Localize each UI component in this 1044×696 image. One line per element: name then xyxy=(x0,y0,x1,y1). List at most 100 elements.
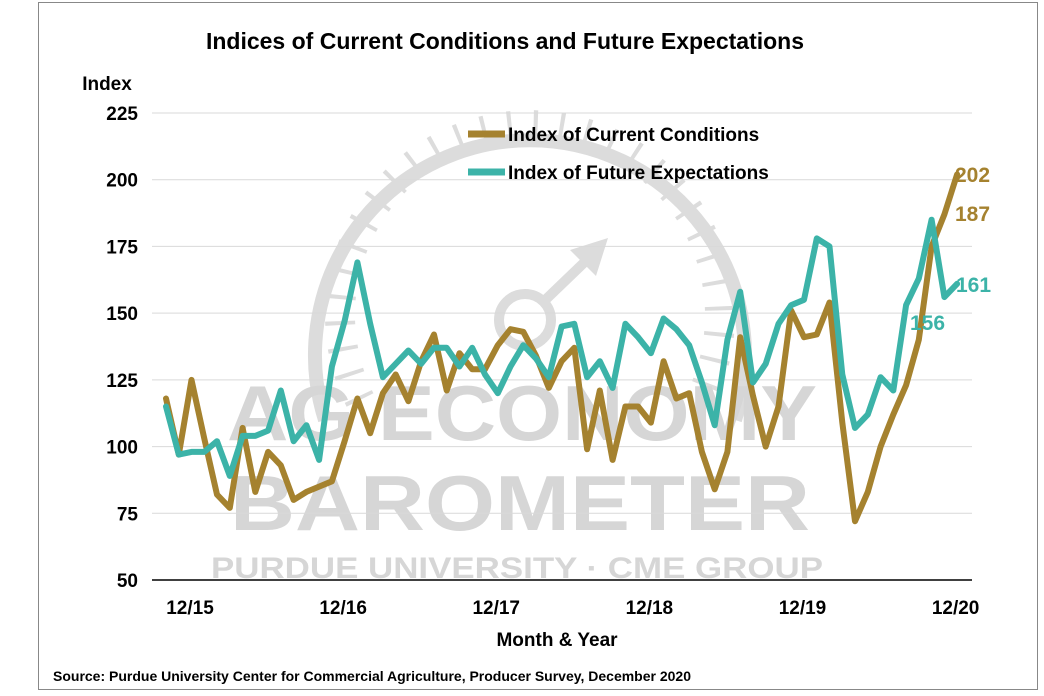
data-point xyxy=(776,405,780,409)
x-tick-label: 12/16 xyxy=(319,598,367,619)
data-point xyxy=(955,282,959,286)
data-point xyxy=(190,378,194,382)
legend-label-future: Index of Future Expectations xyxy=(508,163,769,184)
data-point xyxy=(406,399,410,403)
data-point xyxy=(649,351,653,355)
data-point xyxy=(164,397,168,401)
data-point xyxy=(955,172,959,176)
y-tick-label: 175 xyxy=(106,237,138,258)
data-point xyxy=(432,332,436,336)
data-point xyxy=(598,389,602,393)
x-tick-label: 12/19 xyxy=(779,598,827,619)
watermark-line2: BAROMETER xyxy=(230,459,810,547)
data-point xyxy=(802,335,806,339)
data-point xyxy=(432,346,436,350)
data-point xyxy=(930,218,934,222)
data-point xyxy=(241,426,245,430)
data-point xyxy=(355,260,359,264)
data-point xyxy=(266,450,270,454)
data-point xyxy=(355,397,359,401)
data-point xyxy=(406,349,410,353)
end-value-label: 202 xyxy=(955,164,990,187)
data-point xyxy=(572,322,576,326)
data-point xyxy=(866,490,870,494)
data-point xyxy=(725,450,729,454)
y-tick-label: 225 xyxy=(106,104,138,125)
data-point xyxy=(917,276,921,280)
data-point xyxy=(930,244,934,248)
gauge-needle-arrow-icon xyxy=(570,238,608,276)
data-point xyxy=(330,479,334,483)
x-tick-label: 12/18 xyxy=(626,598,674,619)
data-point xyxy=(598,359,602,363)
data-point xyxy=(879,375,883,379)
y-tick-label: 50 xyxy=(117,571,138,592)
data-point xyxy=(917,338,921,342)
data-point xyxy=(828,244,832,248)
data-point xyxy=(381,391,385,395)
data-point xyxy=(445,346,449,350)
data-point xyxy=(942,295,946,299)
data-point xyxy=(828,300,832,304)
data-point xyxy=(394,373,398,377)
data-point xyxy=(687,391,691,395)
data-point xyxy=(815,332,819,336)
data-point xyxy=(279,463,283,467)
data-point xyxy=(470,367,474,371)
data-point xyxy=(470,346,474,350)
data-point xyxy=(687,343,691,347)
x-tick-label: 12/15 xyxy=(166,598,214,619)
data-point xyxy=(891,389,895,393)
data-point xyxy=(802,298,806,302)
chart-title: Indices of Current Conditions and Future… xyxy=(206,28,804,54)
data-point xyxy=(521,343,525,347)
barometer-watermark: AG ECONOMY BAROMETER PURDUE UNIVERSITY ·… xyxy=(211,110,823,585)
data-point xyxy=(215,493,219,497)
data-point xyxy=(662,359,666,363)
data-point xyxy=(266,429,270,433)
data-point xyxy=(738,335,742,339)
y-tick-label: 100 xyxy=(106,438,138,459)
data-point xyxy=(815,236,819,240)
x-tick-labels: 12/15 12/16 12/17 12/18 12/19 12/20 xyxy=(166,598,979,619)
data-point xyxy=(840,373,844,377)
data-point xyxy=(560,359,564,363)
data-point xyxy=(853,519,857,523)
data-point xyxy=(279,389,283,393)
data-point xyxy=(942,212,946,216)
data-point xyxy=(674,397,678,401)
data-point xyxy=(445,389,449,393)
data-point xyxy=(343,319,347,323)
data-point xyxy=(547,386,551,390)
data-point xyxy=(317,458,321,462)
data-point xyxy=(725,338,729,342)
data-point xyxy=(866,413,870,417)
data-point xyxy=(190,450,194,454)
series-points-future-expectations xyxy=(164,218,959,478)
y-tick-label: 125 xyxy=(106,371,138,392)
data-point xyxy=(623,322,627,326)
data-point xyxy=(547,375,551,379)
y-tick-label: 150 xyxy=(106,304,138,325)
data-point xyxy=(751,394,755,398)
y-tick-label: 200 xyxy=(106,171,138,192)
data-point xyxy=(253,490,257,494)
data-point xyxy=(585,375,589,379)
data-point xyxy=(585,447,589,451)
data-point xyxy=(700,450,704,454)
data-point xyxy=(521,330,525,334)
gauge-ticks xyxy=(325,110,735,407)
data-point xyxy=(228,506,232,510)
data-point xyxy=(253,434,257,438)
data-point xyxy=(457,351,461,355)
series-points-current-conditions xyxy=(164,172,959,523)
data-point xyxy=(202,437,206,441)
data-point xyxy=(368,431,372,435)
data-point xyxy=(572,346,576,350)
data-point xyxy=(649,421,653,425)
data-point xyxy=(228,474,232,478)
data-point xyxy=(764,362,768,366)
data-point xyxy=(509,365,513,369)
legend-label-current: Index of Current Conditions xyxy=(508,125,759,146)
data-point xyxy=(534,357,538,361)
